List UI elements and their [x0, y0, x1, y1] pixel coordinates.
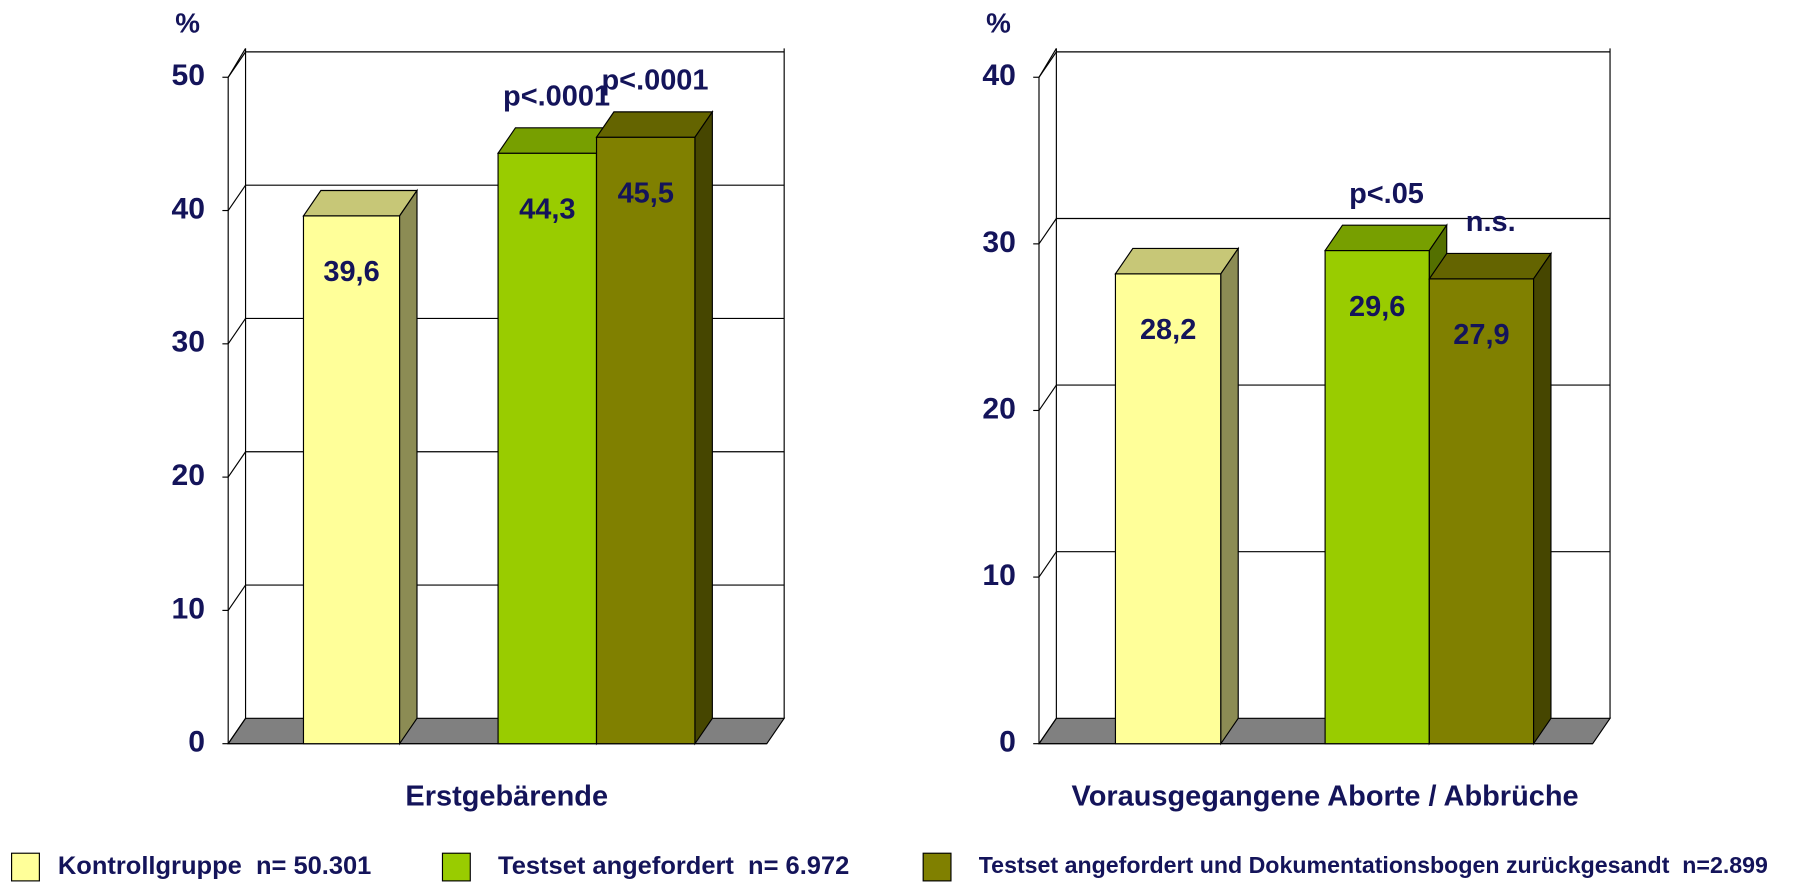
side-grid	[227, 318, 247, 345]
legend-label: Kontrollgruppe n= 50.301	[58, 852, 371, 880]
value-label: 39,6	[323, 256, 379, 288]
bar	[1428, 251, 1553, 746]
bar-side-shade	[399, 190, 417, 744]
bar-top-shade	[1429, 253, 1551, 279]
bar-top-shade	[1325, 225, 1447, 251]
x-axis-title: Vorausgegangene Aborte / Abbrüche	[1072, 781, 1579, 813]
value-label: 28,2	[1140, 314, 1196, 346]
y-axis-label: %	[986, 8, 1011, 39]
side-grid	[227, 184, 247, 211]
bar-side-shade	[1533, 253, 1551, 744]
y-axis-label: %	[175, 8, 200, 39]
legend-swatch	[922, 852, 952, 882]
legend-swatch	[11, 852, 40, 882]
side-grid	[1038, 717, 1057, 745]
bar-front	[302, 215, 401, 745]
bar-front	[1428, 278, 1535, 745]
annotation: p<.0001	[602, 65, 709, 97]
bar-top-shade	[303, 190, 417, 216]
side-grid	[227, 717, 247, 745]
bar-side-shade	[694, 111, 713, 744]
side-grid	[227, 451, 247, 478]
bar-front	[497, 152, 598, 745]
annotation: p<.05	[1349, 178, 1424, 210]
annotation: n.s.	[1466, 206, 1516, 238]
y-tick-label: 20	[982, 392, 1015, 425]
content: 0 10 20 30 40 50% Erstgebärende 39,6 44,3 p<.0001…	[11, 8, 1768, 882]
side-grid	[227, 584, 247, 611]
y-tick-label: 40	[982, 59, 1015, 92]
y-tick-label: 30	[172, 326, 205, 359]
side-grid	[1038, 218, 1057, 245]
bar-side	[694, 109, 713, 746]
bar-top-shade	[1115, 248, 1239, 274]
y-tick-label: 50	[172, 59, 205, 92]
bar-side	[1220, 246, 1239, 746]
bar-front	[595, 136, 696, 745]
value-label: 45,5	[618, 178, 674, 210]
bar-side	[399, 188, 418, 746]
value-label: 44,3	[519, 194, 575, 226]
bar-top-shade	[498, 127, 614, 154]
y-tick-label: 10	[172, 592, 205, 625]
y-tick-label: 40	[172, 193, 205, 226]
bar-front	[1324, 249, 1430, 745]
bar	[1114, 246, 1240, 746]
y-tick-label: 30	[982, 226, 1015, 259]
y-tick-label: 0	[999, 726, 1016, 759]
bar	[302, 188, 419, 746]
y-tick-label: 10	[982, 559, 1015, 592]
side-grid	[1038, 51, 1057, 78]
y-tick-label: 0	[188, 726, 205, 759]
value-label: 29,6	[1349, 291, 1405, 323]
side-grid	[1038, 384, 1057, 411]
bar-side-shade	[1220, 248, 1239, 744]
bar-side	[1533, 251, 1552, 746]
legend-label: Testset angefordert und Dokumentationsbo…	[979, 852, 1768, 878]
legend-label: Testset angefordert n= 6.972	[498, 852, 849, 880]
y-tick-label: 20	[172, 459, 205, 492]
legend-swatch	[441, 852, 471, 882]
x-axis-title: Erstgebärende	[405, 781, 608, 813]
side-grid	[1038, 551, 1057, 578]
annotation: p<.0001	[503, 81, 610, 113]
bar	[595, 109, 714, 746]
side-grid	[227, 51, 247, 78]
value-label: 27,9	[1453, 319, 1509, 351]
bar-top-shade	[596, 111, 713, 138]
bar-front	[1114, 273, 1222, 745]
